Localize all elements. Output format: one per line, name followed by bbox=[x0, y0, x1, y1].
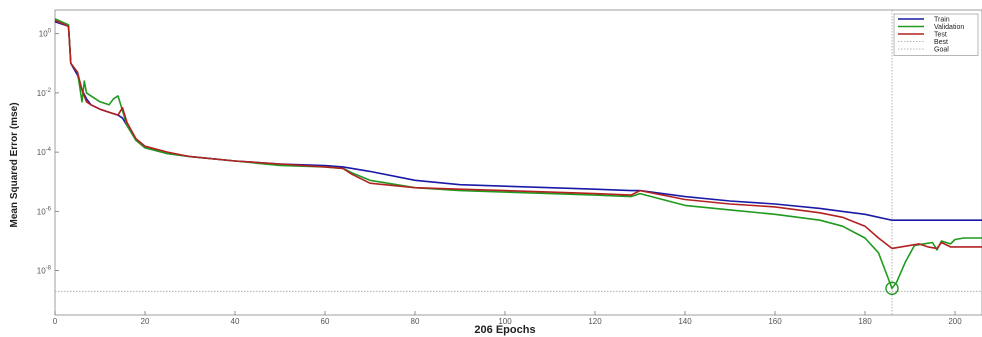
y-tick-label: 10-6 bbox=[37, 206, 52, 216]
y-tick-label: 100 bbox=[39, 29, 52, 39]
plot-area bbox=[54, 9, 982, 316]
x-axis-ticks: 0 20 40 60 80 100 120 140 160 180 200 bbox=[53, 311, 962, 326]
y-axis-ticks: 100 10-2 10-4 10-6 10-8 bbox=[37, 29, 59, 276]
x-tick-label: 40 bbox=[231, 317, 240, 326]
y-axis-label: Mean Squared Error (mse) bbox=[9, 102, 20, 227]
y-tick-label: 10-8 bbox=[37, 266, 52, 276]
series-line-test bbox=[54, 19, 982, 250]
y-tick-label: 10-2 bbox=[37, 88, 52, 98]
legend-label-train: Train bbox=[934, 17, 950, 24]
best-point-marker bbox=[885, 281, 899, 296]
x-tick-label: 100 bbox=[498, 317, 512, 326]
legend-label-best: Best bbox=[934, 39, 948, 46]
legend-label-goal: Goal bbox=[934, 47, 949, 54]
reference-lines bbox=[55, 10, 982, 315]
x-tick-label: 140 bbox=[678, 317, 692, 326]
series-line-validation bbox=[54, 18, 982, 290]
x-tick-label: 180 bbox=[858, 317, 872, 326]
legend-label-validation: Validation bbox=[934, 24, 964, 31]
legend-label-test: Test bbox=[934, 32, 947, 39]
x-tick-label: 200 bbox=[948, 317, 962, 326]
series-layer bbox=[54, 18, 982, 296]
x-tick-label: 120 bbox=[588, 317, 602, 326]
y-tick-label: 10-4 bbox=[37, 147, 52, 157]
x-tick-label: 0 bbox=[53, 317, 58, 326]
x-tick-label: 60 bbox=[321, 317, 330, 326]
x-axis-label: 206 Epochs bbox=[474, 324, 535, 336]
x-tick-label: 20 bbox=[141, 317, 150, 326]
x-tick-label: 160 bbox=[768, 317, 782, 326]
x-tick-label: 80 bbox=[411, 317, 420, 326]
